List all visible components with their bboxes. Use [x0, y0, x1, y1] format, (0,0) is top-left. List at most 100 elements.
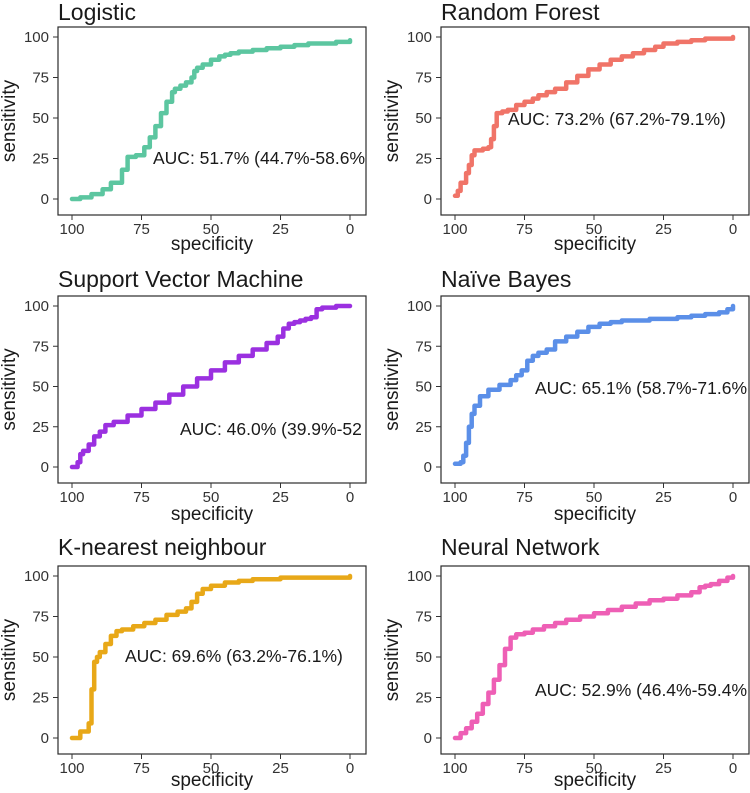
plot-frame	[57, 565, 367, 755]
y-tick-label: 75	[32, 609, 49, 626]
x-tick-label: 50	[203, 489, 220, 506]
x-axis-label: specificity	[171, 504, 254, 525]
y-axis-label: sensitivity	[382, 348, 403, 431]
x-tick-label: 100	[59, 760, 84, 777]
x-tick-label: 100	[442, 489, 467, 506]
panel-logistic: Logistic 100 75 50 25 0 0 25 50 75 100 specificity s…	[0, 0, 367, 255]
y-tick-label: 100	[407, 298, 432, 315]
x-tick-label: 25	[272, 489, 289, 506]
x-tick-label: 0	[346, 760, 354, 777]
x-tick-label: 75	[133, 221, 150, 238]
auc-annotation: AUC: 69.6% (63.2%-76.1%)	[125, 646, 343, 666]
y-axis-label: sensitivity	[0, 79, 20, 162]
auc-annotation: AUC: 51.7% (44.7%-58.6%	[153, 148, 365, 168]
y-tick-label: 75	[32, 70, 49, 87]
x-axis-label: specificity	[554, 770, 637, 791]
x-tick-label: 100	[442, 760, 467, 777]
chart-title: Logistic	[58, 0, 136, 25]
x-tick-label: 0	[346, 489, 354, 506]
x-tick-label: 0	[346, 221, 354, 238]
x-axis-label: specificity	[554, 504, 637, 525]
y-tick-label: 100	[407, 568, 432, 585]
plot-frame	[440, 565, 750, 755]
y-axis-label: sensitivity	[382, 618, 403, 701]
plot-frame	[440, 295, 750, 484]
chart-title: K-nearest neighbour	[58, 534, 267, 560]
y-axis-label: sensitivity	[0, 618, 20, 701]
panel-naive-bayes: Naïve Bayes 100 75 50 25 0 0 25 50 75 100 specifici…	[382, 266, 750, 525]
x-tick-label: 0	[729, 221, 737, 238]
x-tick-label: 50	[586, 489, 603, 506]
x-axis-label: specificity	[171, 770, 254, 791]
x-tick-label: 50	[586, 760, 603, 777]
x-tick-label: 75	[133, 760, 150, 777]
y-tick-label: 50	[32, 379, 49, 396]
x-tick-label: 0	[729, 489, 737, 506]
x-axis-label: specificity	[171, 234, 254, 255]
y-tick-label: 0	[41, 191, 49, 208]
x-tick-label: 25	[272, 221, 289, 238]
y-tick-label: 0	[41, 459, 49, 476]
auc-annotation: AUC: 65.1% (58.7%-71.6%	[535, 378, 747, 398]
y-tick-label: 75	[415, 338, 432, 355]
y-tick-label: 75	[415, 70, 432, 87]
plot-frame	[440, 26, 750, 216]
y-tick-label: 100	[24, 568, 49, 585]
y-tick-label: 0	[41, 730, 49, 747]
x-tick-label: 75	[516, 221, 533, 238]
y-axis-label: sensitivity	[382, 79, 403, 162]
y-tick-label: 25	[415, 419, 432, 436]
x-tick-label: 25	[655, 760, 672, 777]
y-tick-label: 100	[24, 298, 49, 315]
x-tick-label: 75	[516, 489, 533, 506]
x-tick-label: 50	[203, 221, 220, 238]
x-tick-label: 25	[272, 760, 289, 777]
roc-curve-k-nearest-neighbour	[69, 573, 353, 741]
auc-annotation: AUC: 52.9% (46.4%-59.4%	[535, 680, 747, 700]
y-tick-label: 100	[24, 29, 49, 46]
chart-title: Neural Network	[441, 534, 600, 560]
y-tick-label: 50	[32, 110, 49, 127]
panel-k-nearest-neighbour: K-nearest neighbour 100 75 50 25 0 0 25 50 75 100 s…	[0, 534, 367, 791]
y-tick-label: 50	[415, 379, 432, 396]
plot-frame	[57, 26, 367, 216]
y-tick-label: 25	[415, 151, 432, 168]
y-tick-label: 50	[415, 649, 432, 666]
y-tick-label: 75	[415, 609, 432, 626]
y-tick-label: 0	[424, 459, 432, 476]
y-axis-label: sensitivity	[0, 348, 20, 431]
chart-title: Random Forest	[441, 0, 600, 25]
x-tick-label: 0	[729, 760, 737, 777]
roc-curve-logistic	[69, 37, 353, 202]
y-tick-label: 0	[424, 191, 432, 208]
x-tick-label: 25	[655, 221, 672, 238]
x-tick-label: 25	[655, 489, 672, 506]
chart-title: Naïve Bayes	[441, 266, 571, 292]
panel-random-forest: Random Forest 100 75 50 25 0 0 25 50 75 100 specifi…	[382, 0, 750, 255]
x-tick-label: 75	[516, 760, 533, 777]
y-tick-label: 75	[32, 338, 49, 355]
y-tick-label: 25	[415, 690, 432, 707]
y-tick-label: 50	[415, 110, 432, 127]
y-tick-label: 100	[407, 29, 432, 46]
roc-curve-support-vector-machine	[69, 303, 353, 470]
roc-curve-neural-network	[452, 573, 736, 741]
y-tick-label: 25	[32, 151, 49, 168]
x-tick-label: 75	[133, 489, 150, 506]
y-tick-label: 50	[32, 649, 49, 666]
x-tick-label: 100	[442, 221, 467, 238]
roc-curve-random-forest	[452, 34, 736, 199]
panel-neural-network: Neural Network 100 75 50 25 0 0 25 50 75 100 specif…	[382, 534, 750, 791]
x-tick-label: 100	[59, 489, 84, 506]
x-tick-label: 50	[586, 221, 603, 238]
panel-support-vector-machine: Support Vector Machine 100 75 50 25 0 0 25 50 75 1…	[0, 266, 367, 525]
x-axis-label: specificity	[554, 234, 637, 255]
y-tick-label: 25	[32, 419, 49, 436]
y-tick-label: 25	[32, 690, 49, 707]
y-tick-label: 0	[424, 730, 432, 747]
auc-annotation: AUC: 73.2% (67.2%-79.1%)	[508, 109, 726, 129]
x-tick-label: 100	[59, 221, 84, 238]
x-tick-label: 50	[203, 760, 220, 777]
plot-frame	[57, 295, 367, 484]
